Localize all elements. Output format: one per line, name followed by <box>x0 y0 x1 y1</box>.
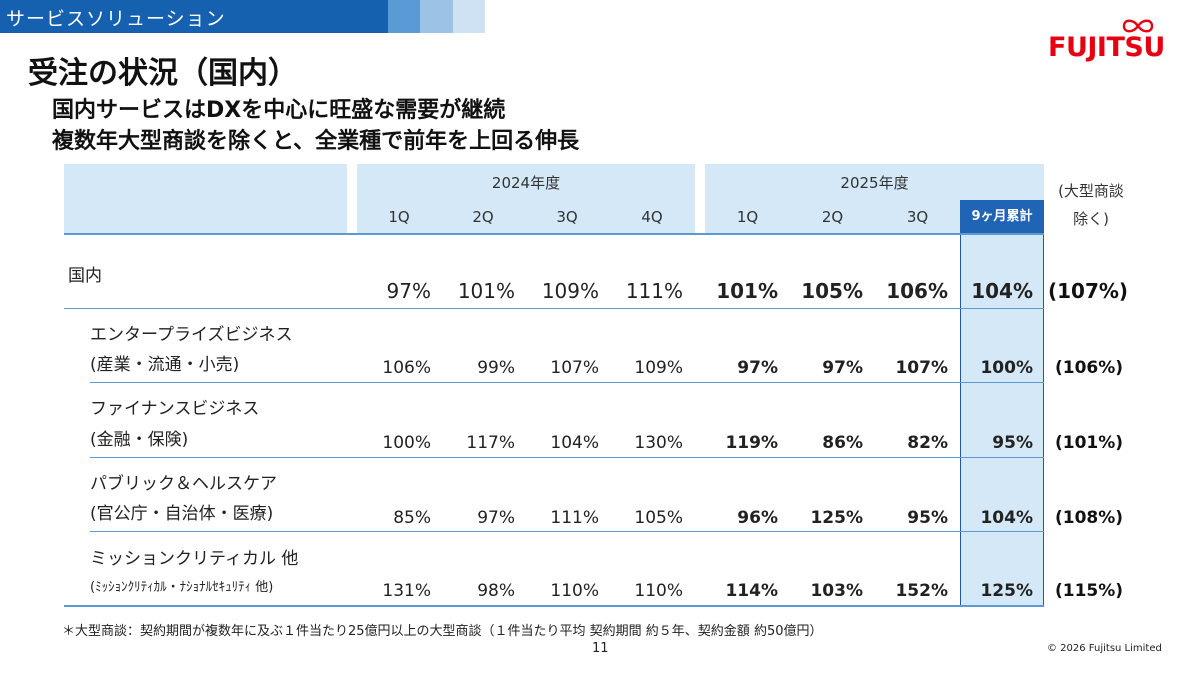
cumulative-value-cell: 104% <box>971 279 1033 303</box>
header-accent-block <box>388 0 420 33</box>
value-cell: 125% <box>810 508 863 528</box>
value-cell: 101% <box>716 279 778 303</box>
side-note-line1: (大型商談 <box>1058 182 1124 200</box>
row-label: パブリック＆ヘルスケア <box>90 474 277 494</box>
value-cell: 86% <box>822 433 863 453</box>
copyright: © 2026 Fujitsu Limited <box>1047 643 1162 654</box>
value-cell: 100% <box>382 433 431 453</box>
value-cell: 109% <box>634 358 683 378</box>
row-sublabel: (ﾐｯｼｮﾝｸﾘﾃｨｶﾙ・ﾅｼｮﾅﾙｾｷｭﾘﾃｨ 他) <box>90 580 274 595</box>
excl-value: (101%) <box>1055 433 1124 453</box>
value-cell: 119% <box>725 433 778 453</box>
excl-value: (115%) <box>1055 581 1124 601</box>
row-sublabel: (金融・保険) <box>90 430 189 450</box>
row-sublabel: (産業・流通・小売) <box>90 355 240 375</box>
value-cell: 104% <box>550 433 599 453</box>
row-divider <box>90 457 1044 458</box>
quarter-header: 1Q <box>736 208 759 226</box>
side-note-line2: 除く) <box>1073 210 1109 228</box>
quarter-header: 2Q <box>472 208 494 226</box>
row-divider <box>64 308 1044 309</box>
value-cell: 97% <box>386 279 431 303</box>
page-title: 受注の状況（国内） <box>28 56 298 91</box>
value-cell: 107% <box>550 358 599 378</box>
subtitle-1: 国内サービスはDXを中心に旺盛な需要が継続 <box>52 98 506 123</box>
quarter-header: 1Q <box>388 208 410 226</box>
page-number: 11 <box>592 641 609 656</box>
row-divider <box>90 382 1044 383</box>
row-divider <box>64 605 1044 607</box>
section-label-box: サービスソリューション <box>0 0 388 33</box>
logo-text: FUJITSU <box>1048 32 1165 63</box>
cumulative-column-highlight <box>960 200 1044 606</box>
row-label: 国内 <box>68 266 102 286</box>
row-sublabel: (官公庁・自治体・医療) <box>90 504 274 524</box>
quarter-header: 3Q <box>556 208 578 226</box>
header-accent-block <box>453 0 485 33</box>
quarter-header: 4Q <box>641 208 663 226</box>
section-header-bar: サービスソリューション <box>0 0 485 33</box>
cumulative-column-header: 9ヶ月累計 <box>960 200 1044 234</box>
value-cell: 110% <box>550 581 599 601</box>
quarter-header: 2Q <box>821 208 844 226</box>
value-cell: 114% <box>725 581 778 601</box>
value-cell: 110% <box>634 581 683 601</box>
value-cell: 117% <box>466 433 515 453</box>
value-cell: 96% <box>737 508 778 528</box>
row-label: ファイナンスビジネス <box>90 399 260 419</box>
value-cell: 82% <box>907 433 948 453</box>
fy2024-header-bg <box>357 164 695 234</box>
label-header-bg <box>64 164 347 234</box>
subtitle-2: 複数年大型商談を除くと、全業種で前年を上回る伸長 <box>52 129 580 154</box>
value-cell: 85% <box>393 508 431 528</box>
excl-value: (107%) <box>1048 279 1129 303</box>
value-cell: 97% <box>737 358 778 378</box>
excl-value: (106%) <box>1055 358 1124 378</box>
footnote: ＊大型商談：契約期間が複数年に及ぶ１件当たり25億円以上の大型商談（１件当たり平… <box>62 624 823 639</box>
value-cell: 130% <box>634 433 683 453</box>
row-label: ミッションクリティカル 他 <box>90 549 299 569</box>
header-accent-block <box>420 0 453 33</box>
row-divider <box>64 233 1044 235</box>
row-label: エンタープライズビジネス <box>90 325 293 345</box>
year-header-2025: 2025年度 <box>840 174 909 192</box>
year-header-2024: 2024年度 <box>491 174 561 192</box>
value-cell: 99% <box>477 358 515 378</box>
cumulative-value-cell: 125% <box>980 581 1033 601</box>
value-cell: 111% <box>550 508 599 528</box>
value-cell: 101% <box>457 279 515 303</box>
quarter-header: 3Q <box>906 208 929 226</box>
value-cell: 109% <box>541 279 599 303</box>
value-cell: 103% <box>810 581 863 601</box>
value-cell: 111% <box>625 279 683 303</box>
excl-value: (108%) <box>1055 508 1124 528</box>
fujitsu-logo: FUJITSU <box>1048 18 1166 66</box>
value-cell: 98% <box>477 581 515 601</box>
value-cell: 97% <box>477 508 515 528</box>
value-cell: 95% <box>907 508 948 528</box>
value-cell: 105% <box>801 279 863 303</box>
value-cell: 106% <box>886 279 948 303</box>
value-cell: 97% <box>822 358 863 378</box>
cumulative-value-cell: 104% <box>980 508 1033 528</box>
value-cell: 107% <box>895 358 948 378</box>
row-divider <box>90 531 1044 532</box>
infinity-mark-icon <box>1122 19 1154 33</box>
section-label: サービスソリューション <box>6 8 226 30</box>
value-cell: 105% <box>634 508 683 528</box>
cumulative-value-cell: 100% <box>980 358 1033 378</box>
value-cell: 131% <box>382 581 431 601</box>
value-cell: 152% <box>895 581 948 601</box>
cumulative-value-cell: 95% <box>992 433 1033 453</box>
value-cell: 106% <box>382 358 431 378</box>
